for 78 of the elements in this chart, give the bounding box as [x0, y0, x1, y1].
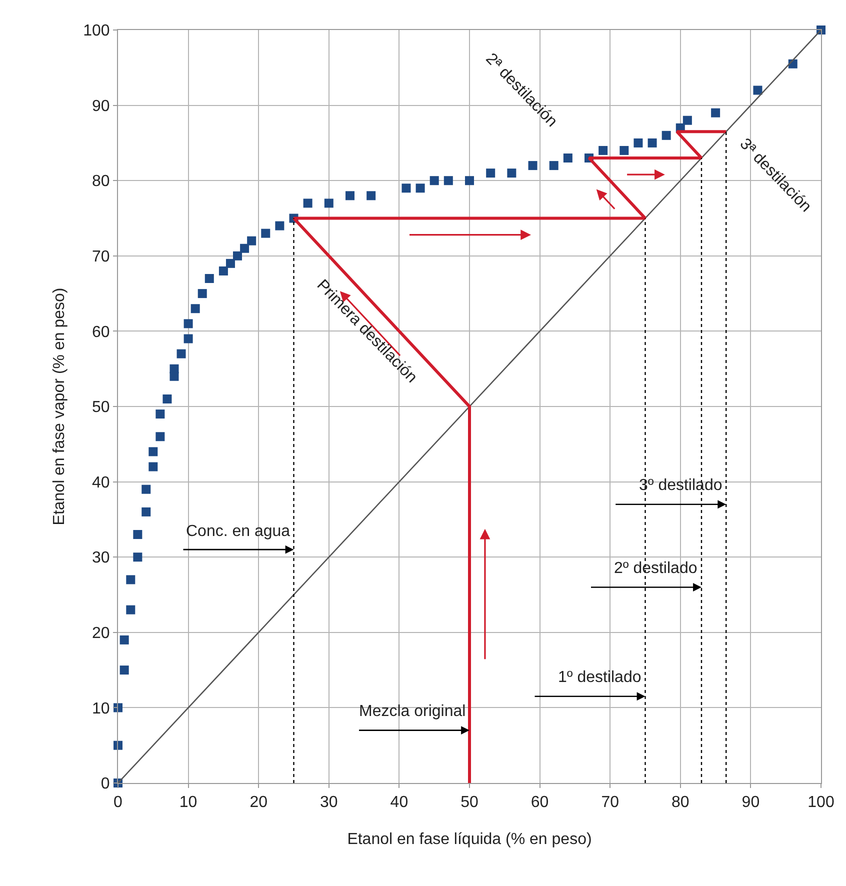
point	[233, 251, 242, 260]
point	[402, 184, 411, 193]
y-tick-label: 80	[92, 173, 110, 190]
point	[416, 184, 425, 193]
point	[148, 462, 158, 472]
point	[126, 605, 136, 614]
point	[261, 228, 270, 238]
point	[549, 161, 558, 170]
point	[156, 410, 165, 419]
y-tick-label: 100	[83, 22, 110, 40]
point	[148, 447, 158, 456]
x-tick-label: 40	[390, 794, 408, 812]
point	[142, 484, 151, 494]
point	[204, 274, 214, 283]
y-tick-label: 90	[92, 98, 110, 115]
point	[133, 530, 142, 540]
point	[184, 319, 193, 328]
y-axis-title: Etanol en fase vapor (% en peso)	[50, 288, 68, 526]
x-tick-label: 20	[250, 794, 268, 812]
y-tick-label: 30	[92, 550, 110, 567]
point	[162, 394, 172, 404]
point	[120, 666, 129, 675]
annotation: 3º destilado	[639, 477, 722, 494]
point	[620, 146, 629, 155]
point	[303, 198, 312, 208]
point	[662, 130, 671, 140]
y-tick-label: 20	[92, 625, 110, 642]
annotation: Conc. en agua	[186, 523, 290, 540]
point	[240, 244, 250, 253]
point	[563, 154, 572, 163]
point	[176, 349, 186, 358]
x-tick-label: 70	[601, 794, 620, 812]
x-tick-label: 100	[808, 794, 834, 812]
annotation: Mezcla original	[359, 703, 466, 720]
point	[190, 304, 200, 314]
point	[142, 507, 151, 516]
point	[598, 146, 608, 155]
x-tick-label: 30	[320, 794, 338, 812]
point	[634, 138, 643, 148]
point	[218, 266, 228, 276]
point	[198, 289, 207, 298]
point	[126, 575, 136, 584]
y-tick-label: 70	[92, 248, 110, 266]
point	[711, 108, 720, 118]
point	[275, 221, 284, 230]
y-tick-label: 60	[92, 324, 110, 341]
point	[170, 364, 179, 374]
x-tick-label: 60	[530, 794, 549, 812]
x-axis-title: Etanol en fase líquida (% en peso)	[347, 830, 592, 848]
point	[682, 116, 692, 125]
x-tick-label: 90	[742, 794, 760, 812]
y-tick-label: 0	[100, 776, 110, 793]
annotation: 2º destilado	[614, 560, 698, 577]
point	[648, 138, 657, 148]
point	[226, 258, 235, 268]
y-tick-label: 50	[92, 399, 110, 416]
point	[753, 86, 762, 95]
point	[156, 432, 165, 442]
point	[133, 552, 142, 562]
point	[507, 168, 516, 178]
point	[444, 176, 453, 186]
point	[465, 176, 474, 186]
point	[430, 176, 439, 186]
point	[247, 236, 256, 246]
x-tick-label: 0	[114, 794, 123, 812]
point	[184, 334, 193, 344]
point	[324, 198, 334, 208]
x-tick-label: 10	[179, 794, 198, 812]
x-tick-label: 80	[672, 794, 690, 812]
y-tick-label: 10	[92, 700, 110, 718]
point	[345, 191, 354, 200]
x-tick-label: 50	[460, 794, 478, 812]
y-tick-label: 40	[92, 474, 110, 492]
point	[120, 635, 129, 644]
annotation: 1º destilado	[558, 669, 642, 686]
point	[528, 161, 538, 170]
point	[366, 191, 376, 200]
point	[486, 168, 496, 178]
